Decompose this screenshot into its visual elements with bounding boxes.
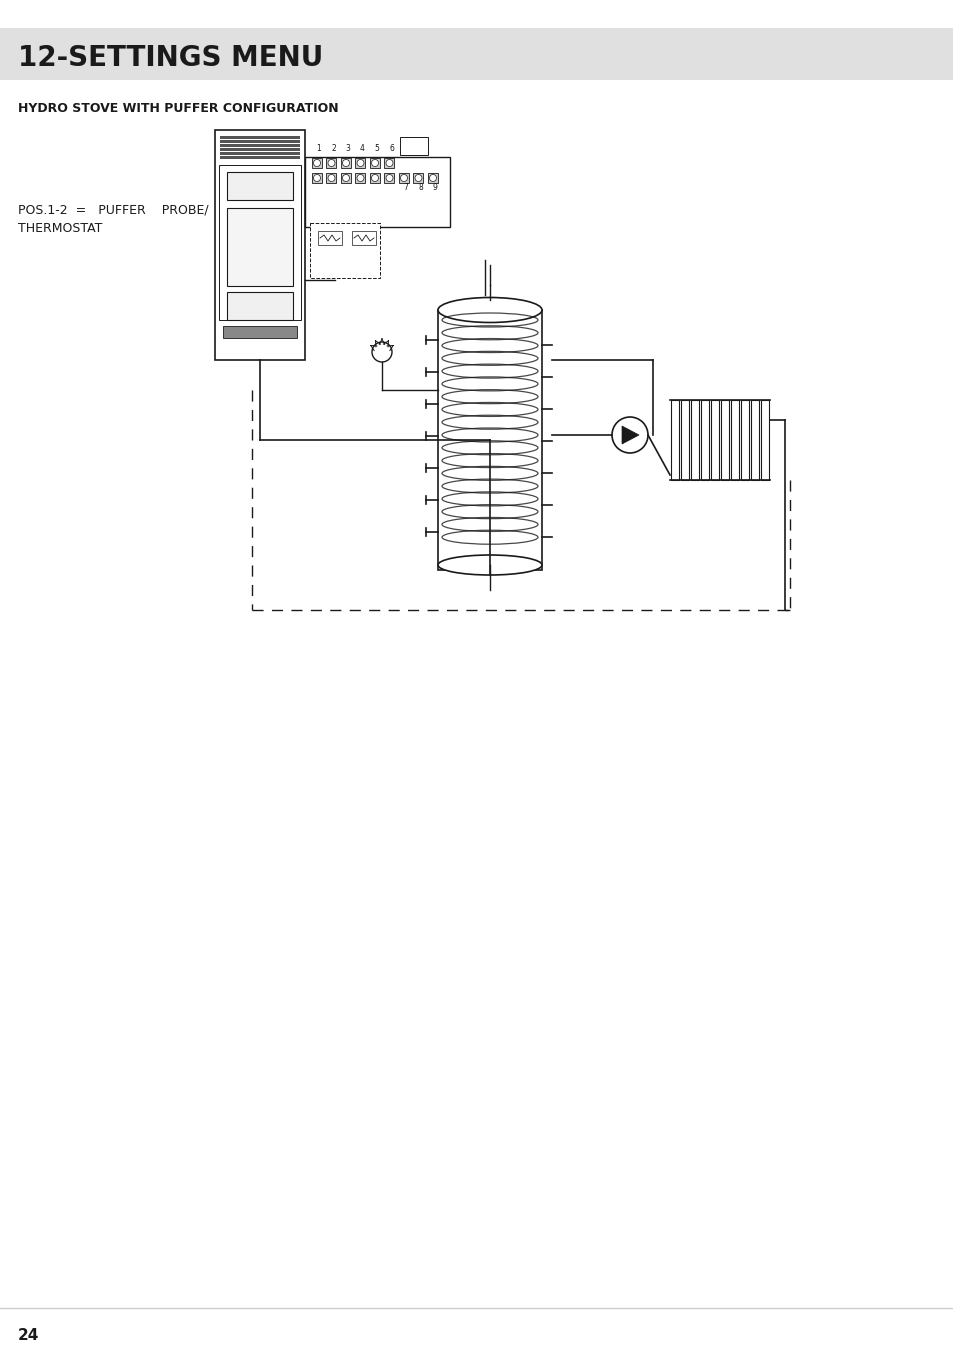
Bar [370, 158, 379, 168]
Circle shape [342, 175, 349, 181]
Bar [227, 172, 293, 200]
Bar [326, 158, 336, 168]
Text: 9: 9 [432, 183, 437, 192]
Bar [223, 326, 296, 338]
Circle shape [328, 175, 335, 181]
Bar [352, 232, 375, 245]
Text: 2: 2 [331, 144, 335, 153]
Bar [326, 173, 336, 183]
Bar [720, 399, 728, 481]
Text: HYDRO STOVE WITH PUFFER CONFIGURATION: HYDRO STOVE WITH PUFFER CONFIGURATION [18, 102, 338, 115]
Bar [305, 157, 450, 227]
Bar [370, 173, 379, 183]
Bar [730, 399, 739, 481]
Circle shape [415, 175, 421, 181]
Bar [220, 156, 299, 158]
Text: THERMOSTAT: THERMOSTAT [18, 222, 102, 234]
Circle shape [371, 160, 378, 167]
Bar [437, 310, 541, 570]
Circle shape [429, 175, 436, 181]
Circle shape [400, 175, 407, 181]
Bar [670, 399, 679, 481]
Circle shape [328, 160, 335, 167]
Text: 7: 7 [403, 183, 408, 192]
Circle shape [372, 343, 392, 362]
Circle shape [314, 175, 320, 181]
Bar [384, 173, 395, 183]
Bar [340, 158, 351, 168]
Text: 3: 3 [345, 144, 350, 153]
Circle shape [386, 160, 393, 167]
Text: 5: 5 [375, 144, 379, 153]
Bar [227, 209, 293, 286]
Circle shape [356, 160, 364, 167]
Ellipse shape [437, 555, 541, 575]
Bar [355, 158, 365, 168]
Bar [399, 137, 428, 154]
Bar [220, 139, 299, 142]
Text: 24: 24 [18, 1327, 39, 1343]
Bar [355, 173, 365, 183]
Bar [760, 399, 768, 481]
Circle shape [314, 160, 320, 167]
Circle shape [356, 175, 364, 181]
Bar [312, 173, 322, 183]
Bar [398, 173, 409, 183]
Circle shape [386, 175, 393, 181]
Circle shape [342, 160, 349, 167]
Bar [710, 399, 719, 481]
Circle shape [371, 175, 378, 181]
Bar [428, 173, 437, 183]
Text: 8: 8 [417, 183, 422, 192]
Ellipse shape [437, 298, 541, 322]
Bar [220, 144, 299, 146]
Bar [227, 292, 293, 320]
Bar [220, 135, 299, 138]
Bar [310, 223, 379, 278]
Text: 12-SETTINGS MENU: 12-SETTINGS MENU [18, 43, 323, 72]
Text: 4: 4 [359, 144, 365, 153]
Bar [317, 232, 341, 245]
Bar [214, 130, 305, 360]
Bar [700, 399, 708, 481]
Bar [413, 173, 423, 183]
Bar [690, 399, 699, 481]
Bar [220, 148, 299, 150]
Bar [0, 28, 953, 80]
Bar [219, 165, 301, 320]
Bar [740, 399, 748, 481]
Bar [384, 158, 395, 168]
Polygon shape [621, 427, 639, 444]
Bar [312, 158, 322, 168]
Circle shape [612, 417, 647, 454]
Text: 1: 1 [316, 144, 321, 153]
Bar [220, 152, 299, 154]
Text: 6: 6 [389, 144, 394, 153]
Bar [680, 399, 688, 481]
Bar [750, 399, 759, 481]
Text: POS.1-2  =   PUFFER    PROBE/: POS.1-2 = PUFFER PROBE/ [18, 203, 209, 217]
Bar [340, 173, 351, 183]
